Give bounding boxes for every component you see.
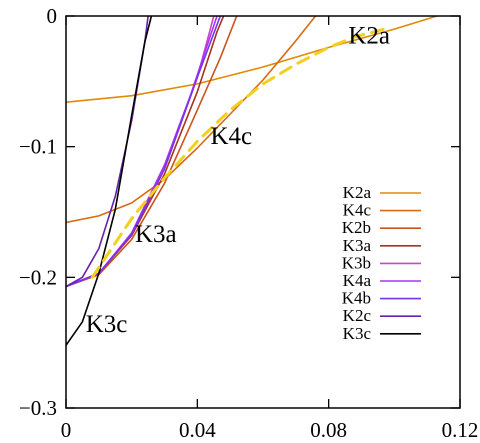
axis-ticks: 0 0.04 0.08 0.12 −0.3 −0.2 −0.1 0 [19, 4, 478, 442]
annotation-k3c: K3c [86, 311, 128, 338]
plot-border [65, 15, 461, 409]
x-tick-label: 0.04 [179, 418, 216, 442]
legend-label-k4b: K4b [342, 289, 371, 308]
x-tick-label: 0 [61, 418, 72, 442]
x-tick-label: 0.12 [442, 418, 479, 442]
series-line-k3c [66, 16, 153, 347]
series-line-k4c [66, 16, 317, 224]
y-tick-label: −0.3 [19, 396, 57, 420]
legend-label-k3b: K3b [342, 253, 371, 272]
annotation-k2a: K2a [348, 22, 390, 49]
legend-label-k4c: K4c [343, 201, 372, 220]
y-tick-label: −0.2 [19, 265, 57, 289]
y-tick-label: 0 [47, 4, 58, 28]
annotation-k4c: K4c [210, 123, 252, 150]
series-line-k2a [66, 16, 438, 103]
annotation-k3a: K3a [135, 221, 177, 248]
legend-label-k3a: K3a [343, 236, 372, 255]
y-tick-label: −0.1 [19, 135, 57, 159]
legend-label-k2c: K2c [343, 306, 372, 325]
legend-label-k2b: K2b [342, 218, 371, 237]
plot-frame [65, 15, 461, 409]
x-tick-label: 0.08 [310, 418, 347, 442]
series-layer [66, 16, 438, 347]
legend-label-k2a: K2a [343, 183, 372, 202]
series-line-dashed [90, 27, 386, 279]
legend-label-k3c: K3c [343, 324, 372, 343]
legend-label-k4a: K4a [343, 271, 372, 290]
